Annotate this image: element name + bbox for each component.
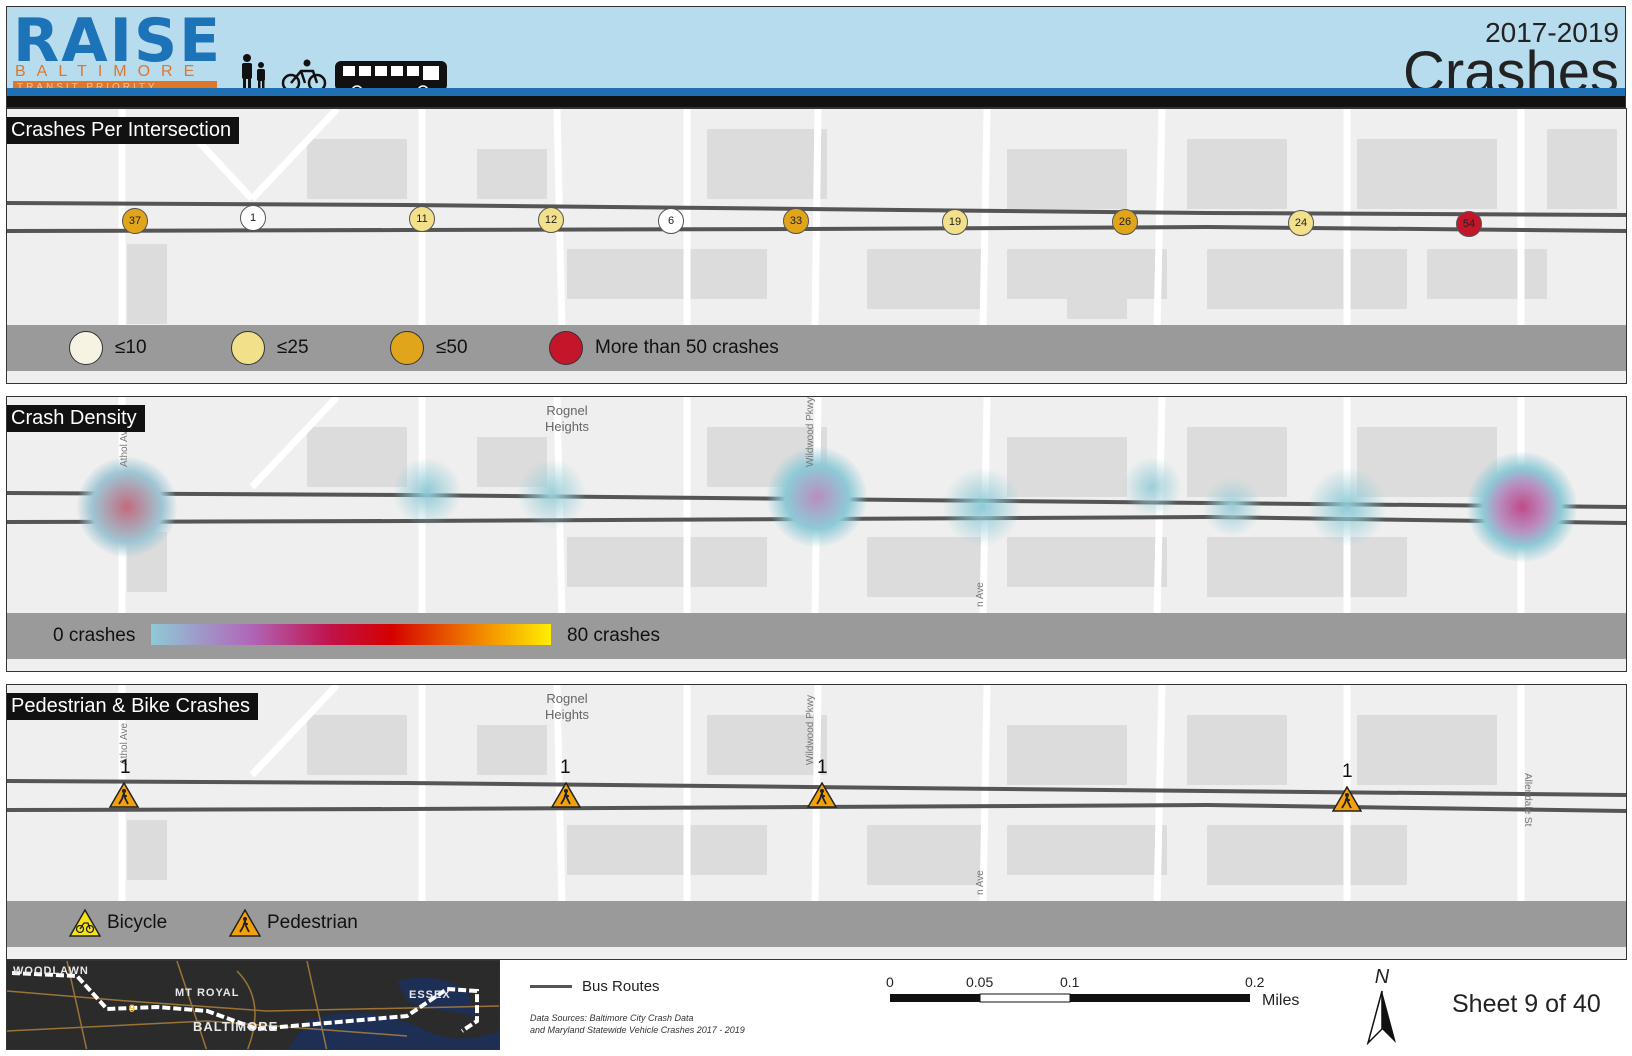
legend-item-gt50: More than 50 crashes	[549, 331, 779, 365]
bicycle-crash-icon	[69, 909, 101, 937]
inset-label-baltimore: BALTIMORE	[193, 1019, 279, 1034]
inset-label-woodlawn: WOODLAWN	[13, 965, 89, 977]
street-label: Wildwood Pkwy	[805, 694, 816, 765]
data-sources-line-2: and Maryland Statewide Vehicle Crashes 2…	[530, 1025, 745, 1035]
legend-label: ≤50	[436, 337, 468, 358]
density-hotspot	[77, 457, 177, 557]
intersection-crash-node: 12	[538, 207, 564, 233]
header-years: 2017-2019	[1485, 17, 1619, 48]
north-arrow-icon	[1366, 990, 1396, 1046]
neighborhood-label: Rognel Heights	[544, 691, 590, 722]
scale-bar-graphic	[890, 993, 1250, 1003]
panel-title: Pedestrian & Bike Crashes	[7, 693, 259, 720]
crash-count: 1	[120, 757, 131, 778]
crashes-per-intersection-panel: Crashes Per Intersection 37 1 11 12 6 33 19 26 2…	[6, 108, 1627, 384]
legend-label: ≤10	[115, 337, 147, 358]
intersection-crash-node: 6	[658, 208, 684, 234]
street-label: Wildwood Pkwy	[805, 396, 816, 467]
legend-item-le25: ≤25	[231, 331, 309, 365]
sheet-number: Sheet 9 of 40	[1452, 990, 1601, 1018]
legend-item-pedestrian: Pedestrian	[229, 909, 358, 937]
legend-swatch	[549, 331, 583, 365]
legend-item-bicycle: Bicycle	[69, 909, 167, 937]
density-hotspot	[1202, 477, 1262, 537]
density-max-label: 80 crashes	[567, 625, 660, 646]
density-hotspot	[942, 467, 1022, 547]
inset-label-mt-royal: MT ROYAL	[175, 987, 240, 999]
density-hotspot	[1467, 452, 1577, 562]
inset-locator-map: WOODLAWN MT ROYAL ESSEX BALTIMORE 9	[6, 960, 500, 1050]
street-label: Allendale St	[1522, 773, 1533, 827]
intersection-crash-node: 26	[1112, 209, 1138, 235]
intersection-crash-node: 24	[1288, 210, 1314, 236]
intersection-crash-node: 33	[783, 208, 809, 234]
density-hotspot	[1307, 467, 1387, 547]
legend-band: Bicycle Pedestrian	[7, 901, 1626, 947]
pedestrian-crash-icon	[229, 909, 261, 937]
pedestrian-crash-icon	[109, 782, 139, 808]
density-hotspot	[767, 447, 867, 547]
header-accent-bar	[7, 88, 1625, 96]
data-sources: Data Sources: Baltimore City Crash Data …	[530, 1012, 745, 1036]
crash-count: 1	[817, 757, 828, 778]
scale-tick: 0.2	[1245, 974, 1265, 990]
legend-label: Bicycle	[107, 912, 168, 933]
panel-title: Crashes Per Intersection	[7, 117, 240, 144]
legend-label: More than 50 crashes	[595, 337, 779, 358]
logo-main: RAISE	[13, 6, 223, 76]
bus-routes-legend: Bus Routes	[530, 978, 660, 995]
bus-route-line-swatch	[530, 985, 572, 988]
scale-tick: 0	[886, 974, 894, 990]
panel-title: Crash Density	[7, 405, 145, 432]
street-label: n Ave	[975, 582, 986, 607]
inset-sheet-marker: 9	[129, 1003, 137, 1015]
density-color-ramp	[151, 624, 551, 645]
scale-tick: 0.05	[966, 974, 994, 990]
legend-item-le50: ≤50	[390, 331, 468, 365]
legend-swatch	[231, 331, 265, 365]
density-hotspot	[392, 457, 462, 527]
legend-band: 0 crashes 80 crashes	[7, 613, 1626, 659]
basemap	[7, 685, 1626, 906]
north-label: N	[1374, 966, 1390, 988]
pedestrian-crash-icon	[551, 782, 581, 808]
legend-band: ≤10 ≤25 ≤50 More than 50 crashes	[7, 325, 1626, 371]
crash-count: 1	[560, 757, 571, 778]
intersection-crash-node: 1	[240, 205, 266, 231]
scale-unit: Miles	[1262, 992, 1300, 1009]
header-base-bar	[7, 96, 1625, 107]
data-sources-line-1: Data Sources: Baltimore City Crash Data	[530, 1013, 694, 1023]
legend-swatch	[390, 331, 424, 365]
density-hotspot	[517, 459, 587, 529]
intersection-crash-node: 19	[942, 209, 968, 235]
inset-basemap	[7, 961, 499, 1049]
bicycle-icon	[281, 59, 327, 93]
pedestrian-crash-icon	[1332, 786, 1362, 812]
legend-swatch	[69, 331, 103, 365]
scale-tick: 0.1	[1060, 974, 1080, 990]
crash-count: 1	[1342, 761, 1353, 782]
bus-routes-label: Bus Routes	[582, 978, 660, 995]
logo-sub: BALTIMORE	[15, 63, 206, 80]
inset-label-essex: ESSEX	[409, 989, 451, 1001]
pedestrian-crash-icon	[807, 782, 837, 808]
density-min-label: 0 crashes	[53, 625, 136, 646]
header-banner: RAISE BALTIMORE TRANSIT PRIORITY PROJECT…	[6, 6, 1626, 108]
intersection-crash-node: 37	[122, 208, 148, 234]
legend-label: ≤25	[277, 337, 309, 358]
mode-icons	[242, 54, 447, 93]
street-label: n Ave	[975, 870, 986, 895]
pedestrian-icon	[242, 54, 265, 90]
ped-bike-crashes-panel: Rognel Heights Athol Ave Wildwood Pkwy n…	[6, 684, 1627, 960]
north-arrow: N	[1362, 966, 1402, 1050]
crash-density-panel: Rognel Heights Athol Ave Wildwood Pkwy n…	[6, 396, 1627, 672]
neighborhood-label: Rognel Heights	[544, 403, 590, 434]
legend-label: Pedestrian	[267, 912, 358, 933]
legend-item-le10: ≤10	[69, 331, 147, 365]
intersection-crash-node: 11	[409, 206, 435, 232]
density-hotspot	[1122, 457, 1182, 517]
intersection-crash-node: 54	[1456, 211, 1482, 237]
bus-icon	[335, 61, 447, 93]
